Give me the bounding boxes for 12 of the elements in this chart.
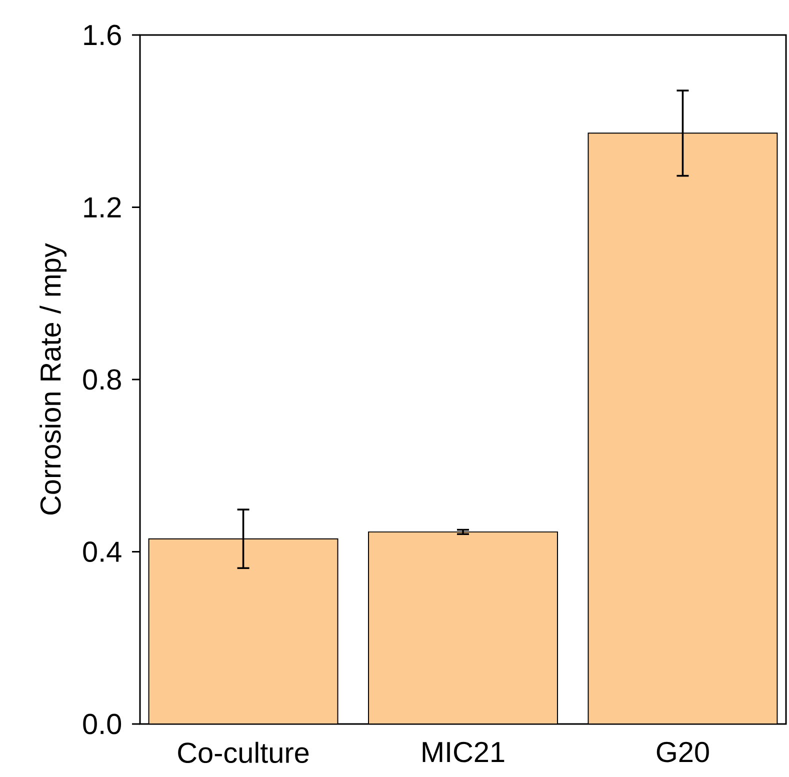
y-tick-label: 0.8	[83, 369, 121, 390]
x-tick-label: Co-culture	[178, 742, 309, 764]
y-tick-label: 0.4	[83, 542, 122, 562]
y-axis-title: Corrosion Rate / mpy	[40, 243, 67, 515]
y-tick-label: 1.6	[84, 24, 121, 46]
bar	[368, 532, 558, 724]
bar	[588, 132, 778, 724]
y-tick-label: 0.0	[83, 714, 122, 734]
y-tick-label: 1.2	[84, 197, 121, 218]
x-tick-label: MIC21	[422, 742, 504, 762]
x-tick-label: G20	[656, 742, 709, 762]
bar	[148, 538, 338, 724]
